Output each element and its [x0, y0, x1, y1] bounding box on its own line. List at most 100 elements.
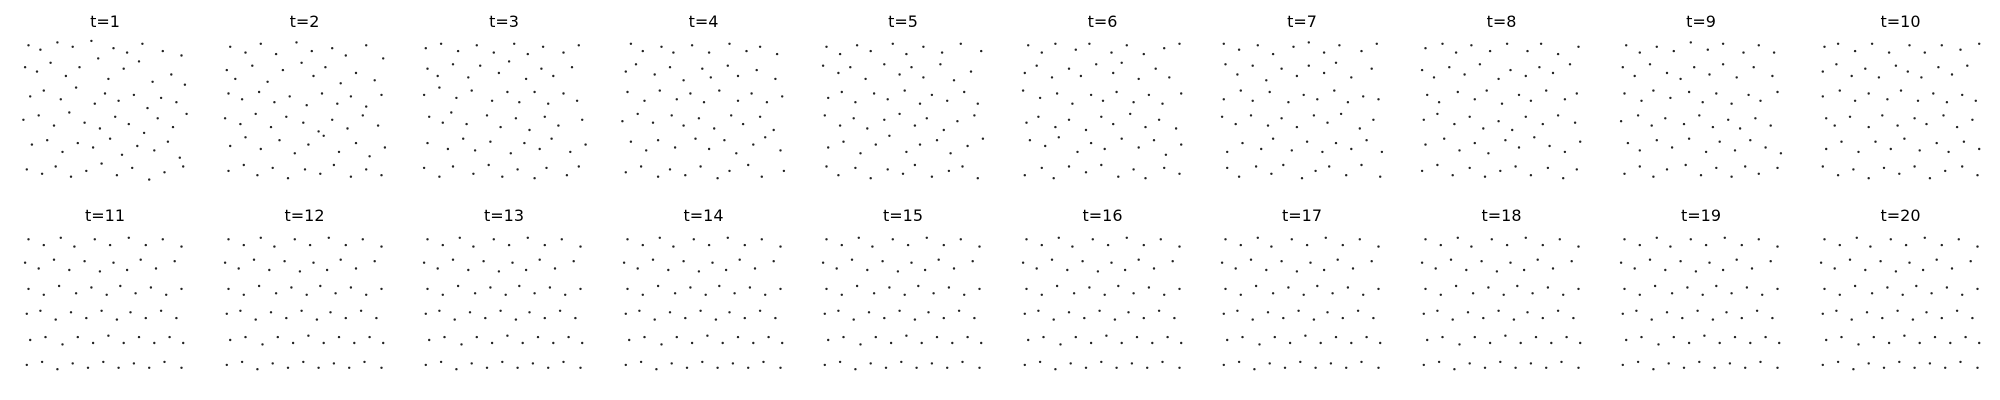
scatter-point — [1698, 114, 1701, 117]
scatter-point — [44, 335, 47, 339]
scatter-point — [1625, 338, 1628, 342]
scatter-point — [1360, 163, 1363, 167]
scatter-point — [1234, 267, 1237, 270]
scatter-point — [492, 51, 495, 54]
scatter-point — [1725, 311, 1728, 314]
scatter-point — [1957, 238, 1960, 241]
scatter-point — [1350, 147, 1353, 151]
scatter-point — [310, 49, 313, 53]
scatter-point — [367, 155, 371, 158]
scatter-point — [570, 66, 574, 69]
scatter-point — [1889, 147, 1892, 151]
scatter-point — [1057, 236, 1060, 239]
scatter-point — [180, 366, 183, 369]
scatter-point — [717, 89, 720, 92]
scatter-point — [137, 60, 141, 63]
scatter-point — [978, 366, 981, 369]
scatter-point — [424, 363, 427, 367]
scatter-point — [1665, 311, 1669, 314]
scatter-point — [896, 270, 900, 273]
scatter-point — [976, 102, 979, 105]
scatter-point — [1041, 335, 1045, 339]
scatter-point — [1128, 112, 1131, 116]
scatter-point — [438, 175, 441, 178]
scatter-point — [937, 258, 940, 261]
scatter-point — [1319, 341, 1322, 345]
scatter-point — [1824, 117, 1827, 120]
scatter-point — [74, 86, 78, 89]
scatter-point — [1733, 335, 1737, 339]
scatter-point — [180, 287, 183, 291]
scatter-point — [1114, 366, 1118, 369]
scatter-point — [1549, 341, 1552, 345]
scatter-point — [668, 168, 671, 171]
scatter-point — [1885, 286, 1889, 289]
scatter-point — [675, 335, 678, 339]
scatter-point — [1304, 334, 1307, 337]
scatter-point — [379, 174, 383, 177]
scatter-point — [29, 95, 32, 98]
scatter-point — [1958, 48, 1962, 51]
scatter-point — [1838, 243, 1841, 247]
scatter-point — [1370, 260, 1373, 263]
scatter-point — [620, 120, 624, 123]
scatter-point — [659, 45, 663, 48]
scatter-point — [1067, 311, 1070, 314]
scatter-point — [963, 90, 966, 94]
scatter-point — [1147, 286, 1150, 289]
scatter-panel: t=4 — [619, 12, 789, 184]
scatter-point — [71, 362, 74, 365]
scatter-point — [1568, 63, 1571, 66]
scatter-point — [1508, 68, 1512, 72]
scatter-point — [148, 366, 151, 369]
scatter-point — [1505, 42, 1508, 45]
scatter-point — [1744, 366, 1747, 369]
scatter-point — [144, 316, 147, 320]
scatter-point — [1711, 318, 1715, 321]
scatter-point — [838, 360, 842, 364]
scatter-point — [506, 90, 509, 94]
scatter-point — [1960, 165, 1963, 168]
scatter-point — [1333, 89, 1336, 92]
scatter-point — [1220, 261, 1224, 264]
scatter-point — [1099, 163, 1102, 167]
scatter-point — [1872, 335, 1875, 339]
scatter-point — [1950, 267, 1953, 270]
scatter-point — [228, 144, 231, 148]
scatter-point — [1537, 66, 1541, 69]
scatter-point — [543, 316, 546, 320]
scatter-point — [1505, 243, 1508, 247]
scatter-point — [1336, 258, 1339, 261]
scatter-point — [1222, 363, 1225, 367]
scatter-point — [250, 64, 253, 67]
scatter-point — [259, 147, 262, 151]
scatter-point — [1271, 137, 1275, 140]
scatter-point — [1834, 309, 1838, 312]
scatter-point — [1297, 309, 1300, 312]
scatter-point — [1179, 341, 1182, 345]
scatter-point — [1165, 335, 1169, 339]
scatter-point — [1867, 92, 1870, 95]
scatter-panel: t=6 — [1018, 12, 1188, 184]
scatter-point — [98, 127, 102, 130]
scatter-point — [1975, 245, 1979, 248]
scatter-point — [1856, 150, 1860, 154]
scatter-point — [624, 171, 627, 174]
scatter-point — [1496, 120, 1500, 123]
scatter-point — [322, 341, 325, 345]
scatter-point — [1224, 63, 1227, 66]
scatter-point — [1923, 51, 1926, 54]
scatter-point — [1822, 45, 1826, 48]
scatter-point — [436, 267, 439, 270]
scatter-point — [1924, 311, 1928, 314]
scatter-point — [842, 335, 845, 339]
scatter-point — [131, 166, 134, 170]
scatter-point — [367, 335, 371, 339]
scatter-point — [497, 71, 501, 75]
scatter-point — [91, 341, 95, 345]
scatter-point — [1838, 293, 1841, 296]
scatter-point — [1704, 150, 1708, 154]
scatter-point — [1131, 292, 1135, 295]
scatter-point — [1075, 150, 1079, 154]
scatter-point — [1935, 258, 1938, 261]
